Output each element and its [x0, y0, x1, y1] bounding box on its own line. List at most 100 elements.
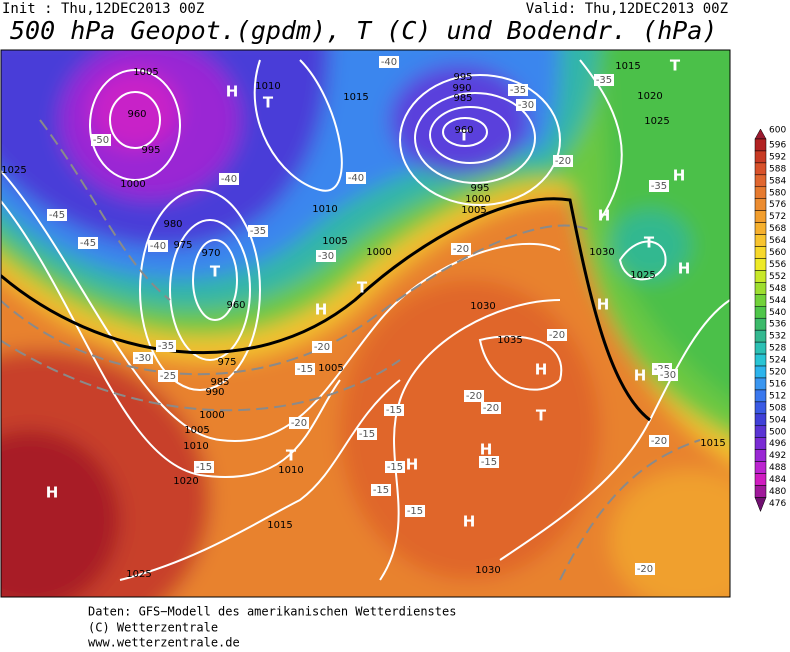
isobar-label: 995 [141, 145, 160, 156]
scale-label: 480 [769, 487, 786, 497]
temperature-label: -15 [196, 462, 212, 473]
isobar-label: 970 [201, 248, 220, 259]
temperature-label: -35 [158, 341, 174, 352]
isobars [1, 59, 730, 581]
temperature-label: -40 [348, 173, 364, 184]
temperature-label: -20 [291, 418, 307, 429]
temp-label-box [156, 340, 176, 352]
scale-label: 600 [769, 126, 786, 136]
temp-label-box [133, 352, 153, 364]
pressure-center: H [535, 361, 548, 379]
isobar-label: 1015 [343, 92, 368, 103]
isobar-label: 1005 [133, 67, 158, 78]
scale-cap-bottom [754, 497, 767, 513]
isobar-label: 1015 [700, 438, 725, 449]
temp-label-box [649, 435, 669, 447]
scale-swatch [754, 449, 767, 462]
isobar-label: 1015 [267, 520, 292, 531]
isobar-label: 1025 [644, 116, 669, 127]
scale-swatch [754, 485, 767, 498]
isobar-label: 985 [453, 93, 472, 104]
temperature-label: -20 [314, 342, 330, 353]
temperature-label: -35 [510, 85, 526, 96]
scale-label: 580 [769, 188, 786, 198]
scale-swatch [754, 258, 767, 271]
scale-swatch [754, 365, 767, 379]
temp-label-box [379, 56, 399, 68]
pressure-center: H [46, 484, 59, 502]
temp-label-box [385, 461, 405, 473]
pressure-center: T [459, 127, 470, 145]
temp-label-box [649, 180, 669, 192]
scale-label: 540 [769, 308, 786, 318]
isobar-label: 1005 [184, 425, 209, 436]
scale-label: 488 [769, 463, 786, 473]
temperature-label: -30 [135, 353, 151, 364]
isobar-label: 1000 [199, 410, 224, 421]
scale-label: 476 [769, 499, 786, 509]
scale-swatch [754, 270, 767, 283]
temperature-label: -45 [49, 210, 65, 221]
isobar-label: 1025 [630, 270, 655, 281]
scale-swatch [754, 329, 767, 343]
front-line [1, 197, 651, 422]
isobar-label: 1020 [173, 476, 198, 487]
pressure-center: T [357, 279, 368, 297]
temp-label-box [346, 172, 366, 184]
scale-swatch [754, 174, 767, 188]
scale-label: 584 [769, 176, 786, 186]
pressure-center: H [634, 367, 647, 385]
temp-label-box [479, 456, 499, 468]
temperature-label: -20 [637, 564, 653, 575]
scale-label: 556 [769, 260, 786, 270]
scale-swatch [754, 317, 767, 331]
temp-label-box [219, 173, 239, 185]
isobar-label: 1000 [366, 247, 391, 258]
temp-label-box [451, 243, 471, 255]
pressure-center: H [226, 83, 239, 101]
scale-label: 548 [769, 284, 786, 294]
isobar-label: 1005 [322, 236, 347, 247]
pressure-center: H [673, 167, 686, 185]
footer-source: Daten: GFS−Modell des amerikanischen Wet… [88, 605, 456, 619]
isobar-label: 1010 [255, 81, 280, 92]
scale-label: 512 [769, 391, 786, 401]
scale-swatch [754, 425, 767, 438]
isobar-label: 995 [470, 183, 489, 194]
scale-swatch [754, 222, 767, 235]
scale-label: 528 [769, 344, 786, 354]
isobar-label: 1025 [126, 569, 151, 580]
temp-label-box [508, 84, 528, 96]
pressure-center: H [598, 207, 611, 225]
map-frame [0, 49, 731, 598]
pressure-center: T [286, 447, 297, 465]
scale-swatch [754, 234, 767, 247]
scale-swatch [754, 150, 767, 164]
isobar-label: 960 [226, 300, 245, 311]
temp-label-box [316, 250, 336, 262]
temperature-label: -20 [466, 391, 482, 402]
pressure-center: H [463, 513, 476, 531]
scale-swatch [754, 461, 767, 474]
isobar-label: 995 [453, 72, 472, 83]
scale-swatch [754, 138, 767, 152]
isobar-label: 990 [452, 83, 471, 94]
isobar-label: 990 [205, 387, 224, 398]
pressure-center: T [210, 263, 221, 281]
map-area: HHTTHTTHHTHTHHHTHHHT10051010960995100098… [1, 50, 730, 597]
scale-label: 520 [769, 368, 786, 378]
footer-copyright: (C) Wetterzentrale [88, 621, 218, 635]
isobar-label: 1030 [475, 565, 500, 576]
temperature-label: -20 [555, 156, 571, 167]
temp-label-box [594, 74, 614, 86]
scale-swatch [754, 437, 767, 450]
isobar-label: 960 [127, 109, 146, 120]
temperature-label: -20 [483, 403, 499, 414]
isobar-label: 960 [454, 125, 473, 136]
scale-label: 536 [769, 320, 786, 330]
isobar-label: 985 [210, 377, 229, 388]
scale-label: 576 [769, 200, 786, 210]
temp-label-box [194, 461, 214, 473]
scale-swatch [754, 282, 767, 295]
scale-swatch [754, 473, 767, 486]
